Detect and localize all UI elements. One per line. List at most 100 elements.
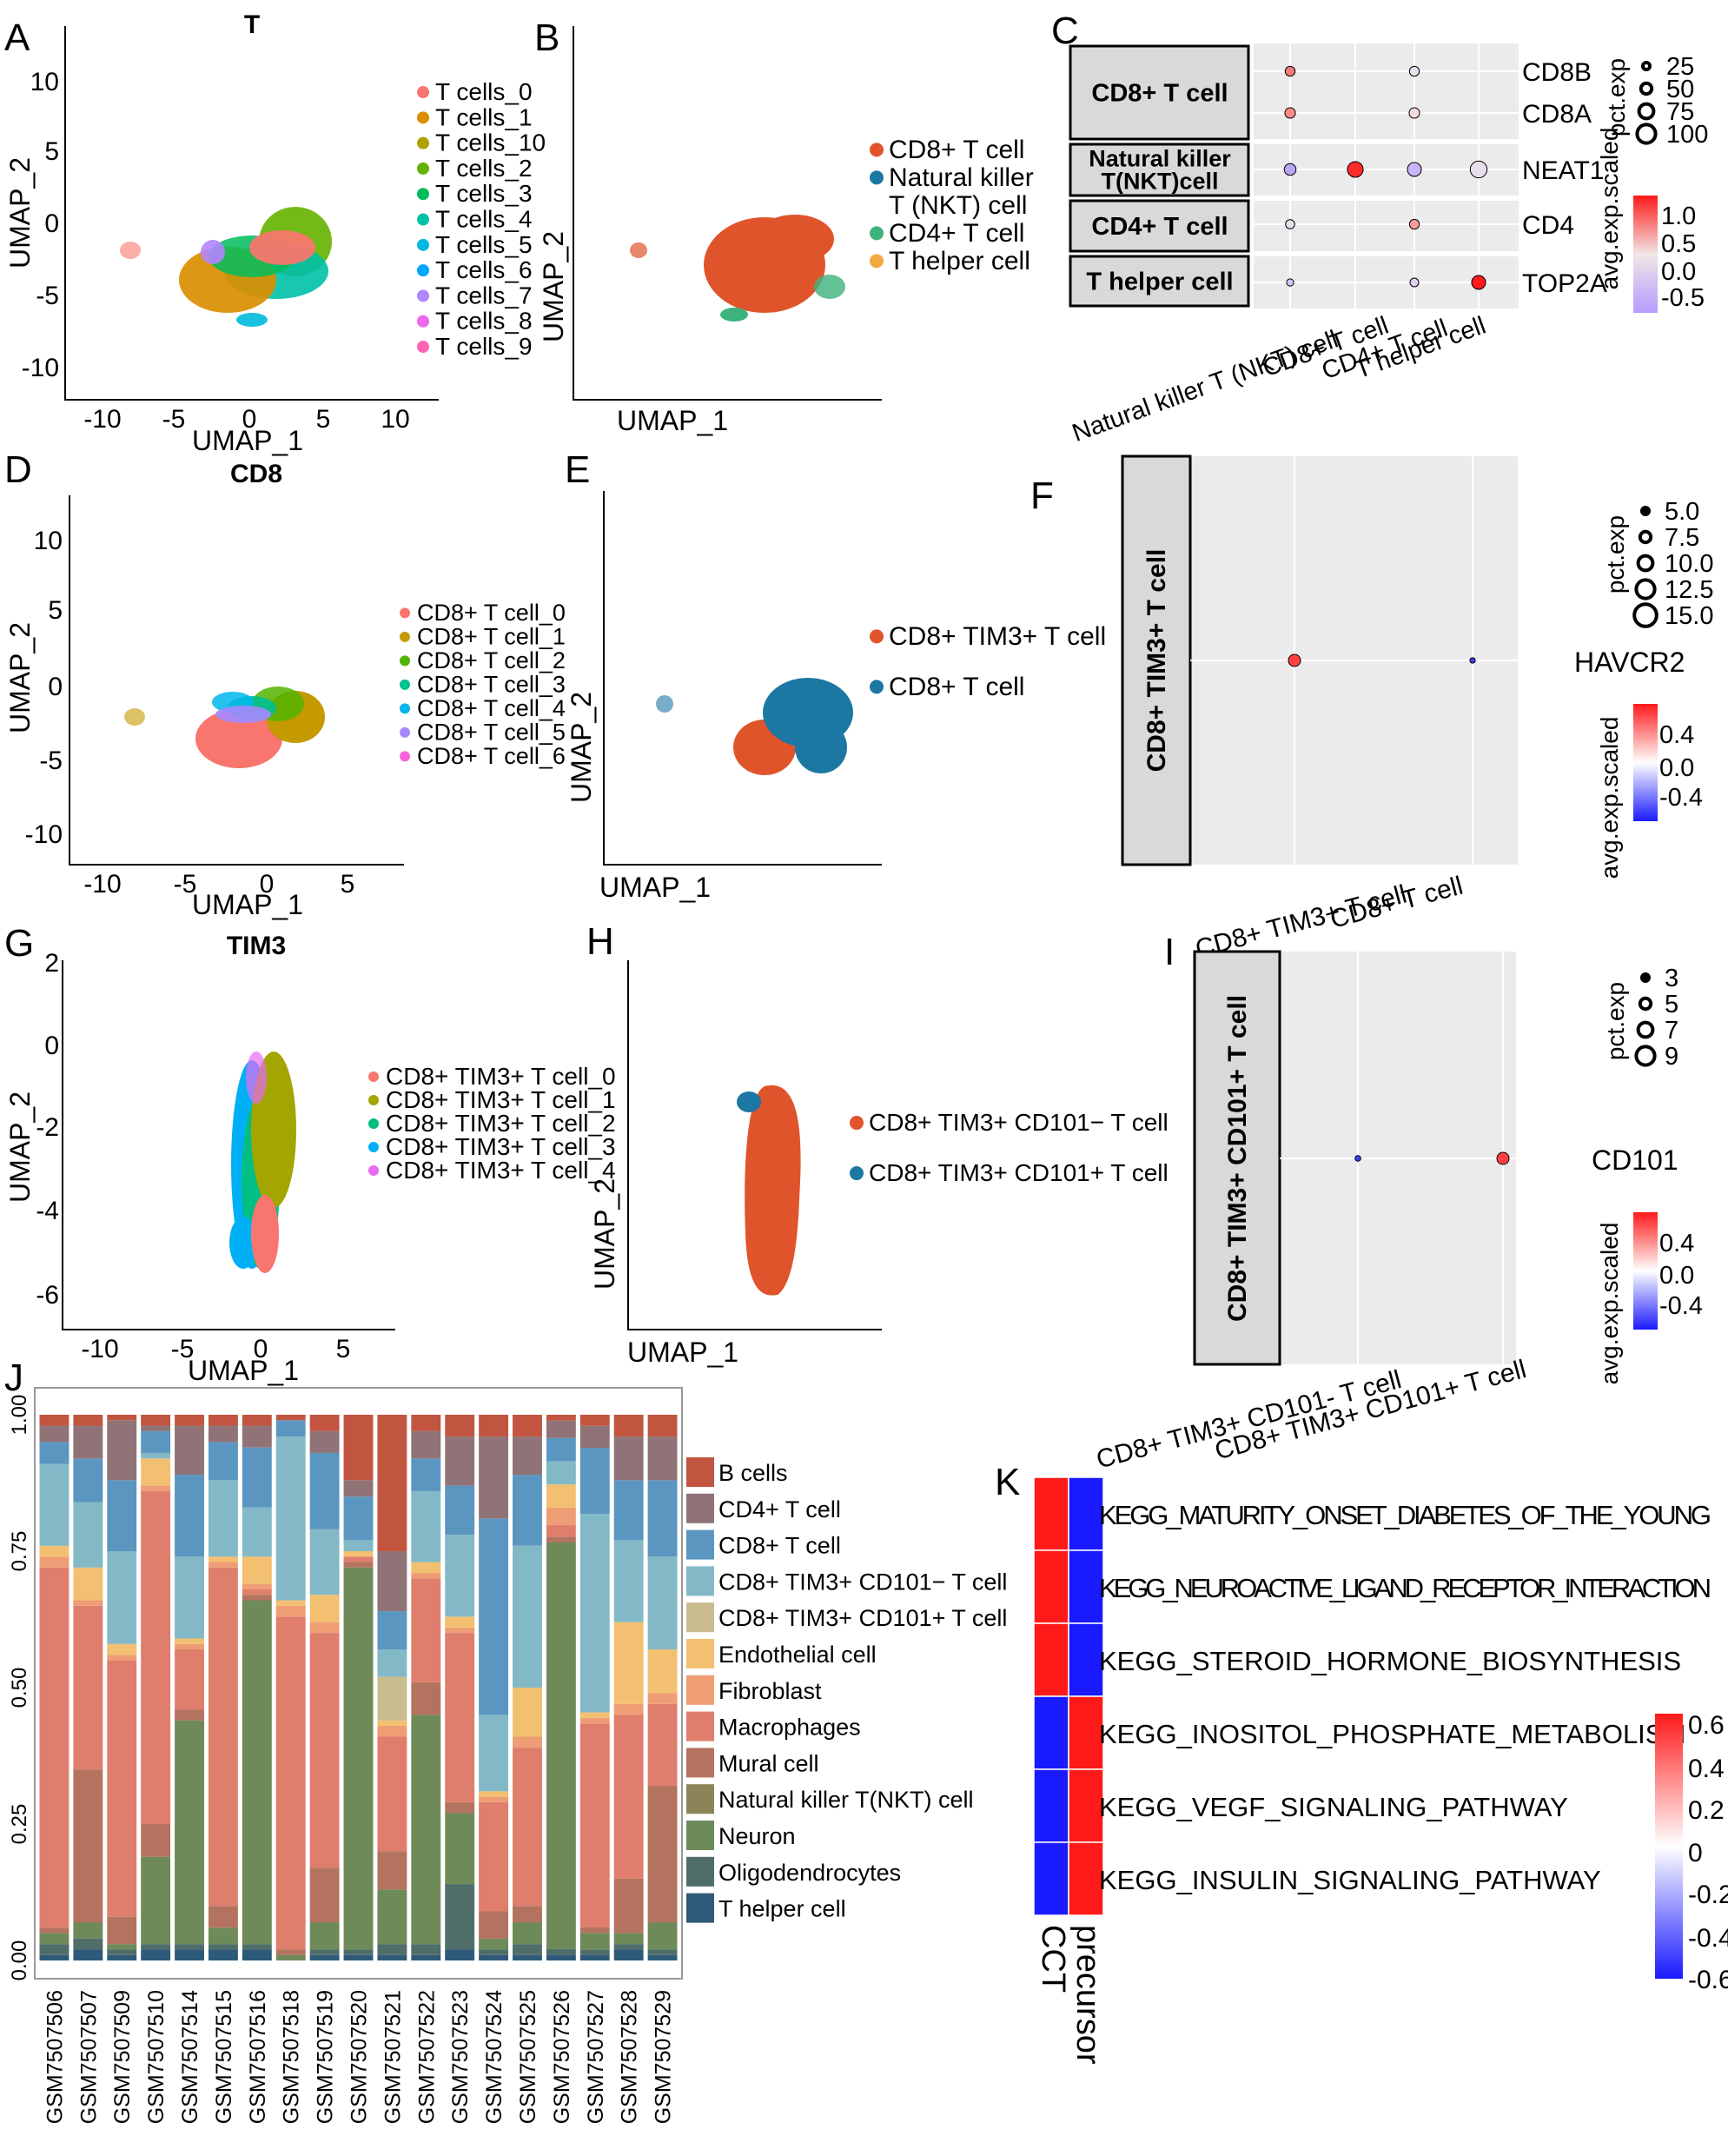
gene-label: NEAT1 (1522, 156, 1604, 185)
axes-b (573, 26, 882, 401)
bar-segment (613, 1944, 644, 1950)
color-scale-c (1633, 196, 1658, 313)
bar-segment (208, 1442, 238, 1481)
bar-segment (613, 1703, 644, 1715)
ytick: 0.75 (8, 1531, 31, 1572)
bar-segment (242, 1425, 272, 1448)
heat-cell (1068, 1841, 1104, 1916)
cluster-blob (756, 215, 834, 263)
color-tick: 0.0 (1661, 258, 1696, 286)
legend-swatch (417, 86, 429, 99)
bar-segment (377, 1720, 407, 1726)
color-tick: 1.0 (1661, 202, 1696, 230)
size-key (1632, 602, 1658, 628)
legend-swatch (368, 1165, 379, 1177)
cluster-blob (251, 1195, 279, 1273)
legend-swatch (368, 1095, 379, 1106)
bar-segment (39, 1944, 70, 1955)
bar-segment (275, 1954, 306, 1960)
legend-swatch (870, 629, 884, 644)
bar-segment (546, 1542, 576, 1949)
heat-cell (1033, 1622, 1069, 1697)
ytick: 0 (44, 209, 59, 238)
panel-d: D CD8 10 5 0 -5 -10 -10 -5 0 5 UMAP_1 UM… (4, 448, 566, 920)
legend-swatch (417, 213, 429, 226)
bar-segment (411, 1682, 441, 1715)
legend-swatch (400, 607, 410, 619)
size-title: pct.exp (1603, 58, 1630, 136)
umap-cloud-h (737, 1085, 801, 1296)
bar-segment (513, 1475, 542, 1546)
bar-segment (613, 1878, 644, 1934)
cluster-blob (195, 709, 282, 768)
cluster-blob (229, 1217, 257, 1269)
legend-label: CD8+ T cell (889, 136, 1024, 164)
bar-segment (208, 1949, 238, 1960)
legend-swatch (417, 315, 429, 328)
legend-label: Natural killer T(NKT) cell (718, 1787, 974, 1813)
bar-segment (242, 1589, 272, 1595)
umap-title-d: CD8 (230, 460, 282, 488)
bar-segment (647, 1949, 678, 1955)
bar-segment (107, 1954, 137, 1960)
xtick: -10 (83, 870, 121, 899)
bar-segment (39, 1927, 70, 1934)
bar-segment (107, 1655, 137, 1661)
bar-segment (479, 1715, 509, 1792)
bar-segment (647, 1556, 678, 1650)
bar-segment (411, 1490, 441, 1562)
dots-c (1283, 65, 1488, 290)
cluster-blob (246, 1051, 267, 1104)
bar-segment (513, 1415, 542, 1437)
xlabel-g: UMAP_1 (188, 1355, 299, 1386)
bar-segment (208, 1415, 238, 1426)
legend-label: T cells_7 (435, 282, 533, 308)
col-label: CCT (1035, 1925, 1071, 1993)
yticks-a: 10 5 0 -5 -10 (22, 68, 59, 382)
size-title: pct.exp (1602, 982, 1629, 1060)
bar-segment (275, 1605, 306, 1617)
cluster-blob (737, 1091, 761, 1112)
legend-label: CD8+ T cell_2 (417, 647, 566, 673)
umap-title-a: T (244, 10, 260, 39)
bar-segment (377, 1954, 407, 1960)
bar-segment (513, 1954, 542, 1960)
bar-segment (343, 1949, 374, 1955)
dot (1408, 107, 1420, 119)
bar-segment (309, 1922, 340, 1950)
bar-segment (175, 1720, 204, 1945)
size-key (1638, 529, 1653, 545)
size-key (1637, 102, 1656, 121)
legend-swatch (870, 680, 884, 694)
cluster-blob (795, 721, 847, 773)
bar-segment (73, 1938, 103, 1950)
bar-segment (343, 1496, 374, 1541)
gene-labels-c: CD8B CD8A NEAT1 CD4 TOP2A (1522, 58, 1607, 298)
ytick: 1.00 (8, 1395, 31, 1436)
bar-segment (411, 1430, 441, 1459)
bar-segment (546, 1536, 576, 1542)
panel-label-g: G (4, 922, 34, 965)
bar-segment (141, 1452, 171, 1459)
scale-tick: 0.6 (1688, 1711, 1725, 1740)
panel-e: E UMAP_1 UMAP_2 CD8+ TIM3+ T cell CD8+ T … (565, 448, 1106, 903)
scale-tick: 0 (1688, 1839, 1703, 1867)
bar-segment (73, 1769, 103, 1923)
scale-tick: -0.6 (1688, 1966, 1728, 1994)
xtick: GSM7507524 (482, 1990, 506, 2124)
scale-tick: 0.4 (1688, 1755, 1725, 1783)
xtick: GSM7507529 (652, 1990, 676, 2124)
strip-label: CD8+ T cell (1091, 80, 1228, 108)
bar-segment (613, 1933, 644, 1945)
dot (1469, 160, 1488, 179)
axes-a (64, 26, 439, 401)
legend-swatch (368, 1071, 379, 1083)
dot (1284, 65, 1296, 77)
legend-swatch (850, 1116, 864, 1131)
gene-label-i: CD101 (1592, 1144, 1678, 1176)
heat-cell (1068, 1549, 1104, 1624)
bar-segment (275, 1436, 306, 1601)
color-scale-i (1633, 1212, 1658, 1330)
bar-segment (39, 1933, 70, 1945)
xlabel-d: UMAP_1 (192, 889, 303, 920)
